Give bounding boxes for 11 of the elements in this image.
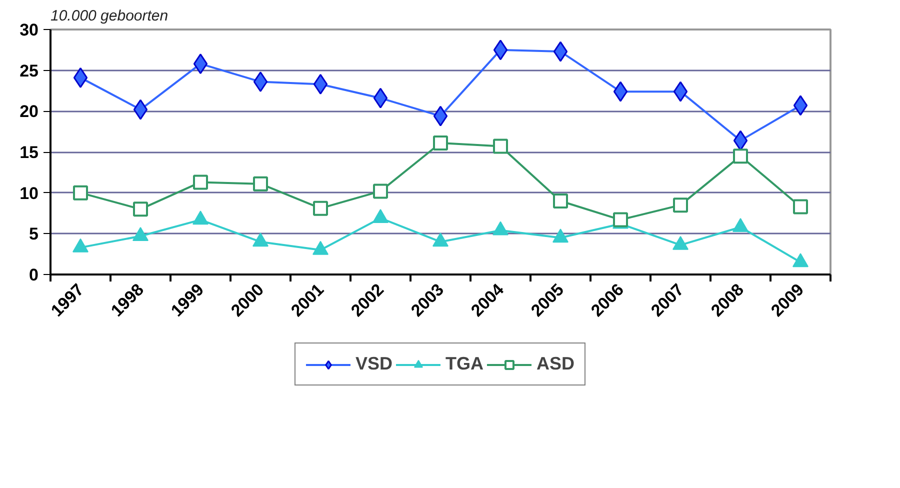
- y-tick-label: 5: [29, 224, 39, 244]
- y-tick-label: 25: [20, 61, 39, 80]
- chart-title: 10.000 geboorten: [50, 8, 168, 24]
- y-tick-label: 10: [20, 184, 39, 203]
- y-tick-label: 20: [20, 102, 39, 122]
- legend-label: TGA: [446, 354, 484, 374]
- y-tick-label: 15: [20, 143, 39, 162]
- y-tick-label: 0: [29, 266, 39, 284]
- legend-label: ASD: [536, 354, 575, 374]
- y-tick-label: 30: [20, 20, 39, 40]
- legend-label: VSD: [355, 354, 392, 374]
